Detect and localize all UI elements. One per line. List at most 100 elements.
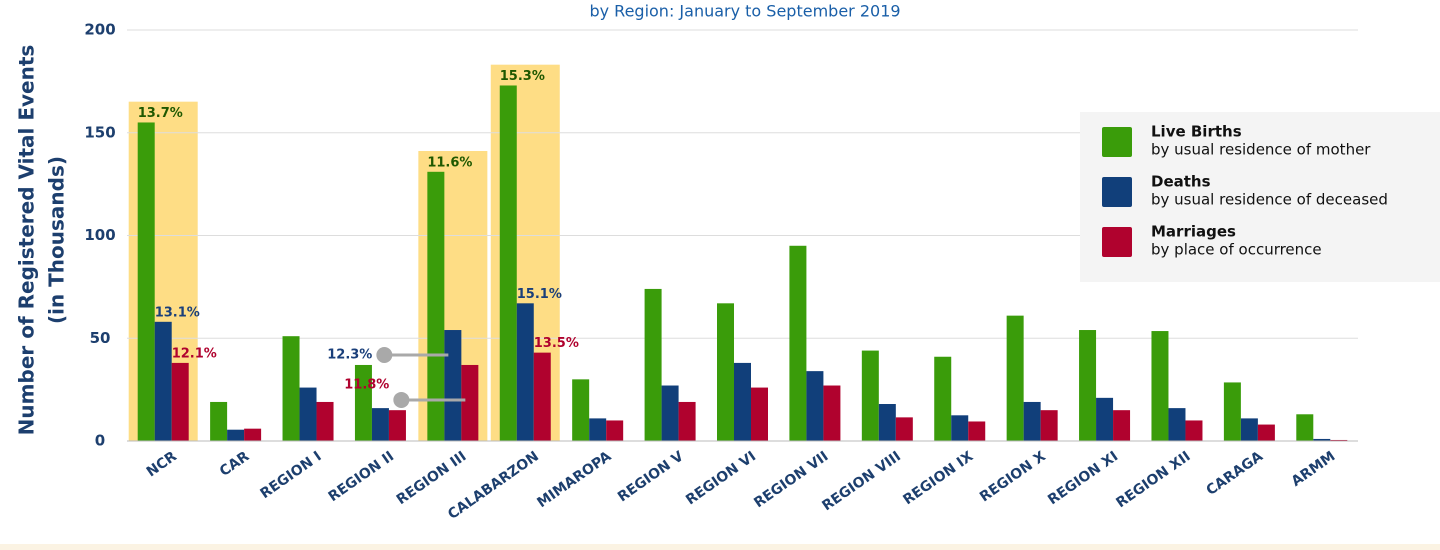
share-label: 13.5%	[534, 336, 579, 351]
bar	[227, 429, 245, 441]
bar	[282, 336, 300, 441]
legend-name: Live Births	[1151, 123, 1242, 141]
bar	[388, 410, 406, 441]
bar	[1313, 438, 1331, 441]
y-tick-label: 0	[95, 432, 105, 450]
bar	[1296, 414, 1314, 441]
x-tick-label: REGION II	[326, 448, 397, 505]
bar	[1240, 418, 1258, 441]
y-axis-title: Number of Registered Vital Events (in Th…	[15, 45, 69, 436]
bar	[606, 420, 624, 441]
bar	[210, 401, 228, 441]
share-label: 12.1%	[172, 346, 217, 361]
bar	[934, 356, 952, 441]
callout-dot	[376, 347, 393, 364]
bar	[371, 408, 389, 441]
share-label: 15.1%	[517, 287, 562, 302]
bar	[1257, 424, 1275, 441]
x-tick-label: MIMAROPA	[534, 448, 614, 511]
share-label: 11.8%	[344, 377, 389, 392]
bar	[1185, 420, 1203, 441]
bar	[1168, 408, 1186, 441]
y-tick-label: 150	[84, 123, 115, 141]
bar	[444, 330, 462, 441]
bar	[734, 362, 751, 441]
bar	[1151, 331, 1169, 441]
bar	[895, 417, 913, 441]
x-tick-label: REGION VIII	[819, 448, 904, 514]
bar	[499, 85, 517, 442]
x-tick-label: REGION XII	[1113, 448, 1193, 511]
share-label: 12.3%	[327, 348, 372, 363]
legend-swatch	[1102, 127, 1132, 157]
chart-subtitle: by Region: January to September 2019	[589, 2, 900, 21]
bar	[427, 171, 445, 442]
bar	[968, 421, 986, 441]
legend-name: Marriages	[1151, 223, 1236, 241]
bar	[299, 387, 317, 441]
bar	[572, 379, 590, 441]
x-tick-label: NCR	[144, 448, 180, 480]
x-tick-label: REGION VI	[683, 448, 759, 508]
share-label: 15.3%	[500, 69, 545, 84]
bar	[154, 321, 172, 441]
bar	[678, 401, 696, 441]
y-axis-label: (in Thousands)	[45, 156, 69, 324]
bar	[789, 245, 807, 441]
legend-description: by usual residence of mother	[1151, 141, 1371, 159]
bar	[823, 385, 841, 441]
bar	[461, 364, 479, 441]
bar	[878, 404, 896, 441]
bar	[717, 303, 734, 441]
bar	[1223, 382, 1241, 441]
share-label: 13.7%	[138, 106, 183, 121]
y-tick-label: 200	[84, 21, 115, 39]
x-tick-label: REGION XI	[1045, 448, 1121, 508]
bar	[137, 122, 155, 441]
y-axis-label: Number of Registered Vital Events	[15, 45, 39, 436]
bar	[171, 362, 189, 441]
x-tick-label: REGION III	[394, 448, 470, 508]
x-tick-label: CAR	[217, 448, 252, 480]
bar	[1330, 439, 1348, 441]
x-tick-label: REGION I	[257, 448, 324, 502]
bar	[1023, 401, 1041, 441]
y-tick-label: 100	[84, 226, 115, 244]
x-tick-label: REGION IX	[900, 448, 976, 508]
share-label: 11.6%	[427, 155, 472, 170]
bar	[1113, 410, 1131, 441]
bar	[533, 352, 551, 441]
x-tick-label: ARMM	[1289, 448, 1339, 489]
x-tick-label: CARAGA	[1203, 448, 1266, 499]
legend-swatch	[1102, 227, 1132, 257]
legend-description: by usual residence of deceased	[1151, 191, 1388, 209]
footer-strip	[0, 544, 1440, 550]
bar	[661, 385, 679, 441]
x-tick-label: REGION X	[977, 448, 1049, 505]
bar	[806, 371, 824, 441]
x-tick-label: REGION V	[615, 448, 687, 505]
bar	[316, 401, 334, 441]
share-label: 13.1%	[155, 305, 200, 320]
bar	[589, 418, 607, 441]
legend-box	[1080, 112, 1440, 282]
bar	[1006, 315, 1024, 441]
bar	[751, 387, 768, 441]
bar	[1096, 397, 1114, 441]
legend-swatch	[1102, 177, 1132, 207]
callout-dot	[393, 391, 410, 408]
bar	[516, 303, 534, 441]
bar	[354, 364, 372, 441]
bar	[244, 428, 262, 441]
y-tick-label: 50	[90, 329, 111, 347]
legend-description: by place of occurrence	[1151, 241, 1322, 259]
bar	[1079, 330, 1097, 441]
bar	[1040, 410, 1058, 441]
legend-name: Deaths	[1151, 173, 1211, 191]
bar	[644, 288, 662, 441]
bar	[861, 350, 879, 441]
bar	[951, 415, 969, 441]
